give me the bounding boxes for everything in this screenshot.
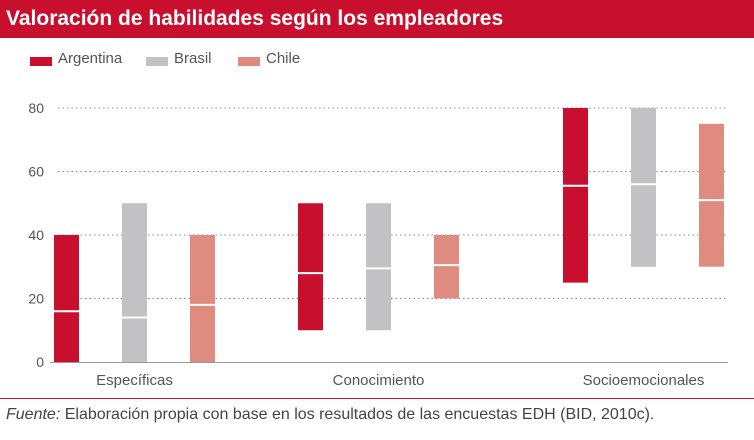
- legend-label-brasil: Brasil: [174, 50, 212, 67]
- bar-argentina-conocimiento: [298, 203, 323, 331]
- y-tick-label-60: 60: [28, 164, 44, 180]
- bar-chile-socioemocionales: [699, 123, 724, 267]
- bar-chile-especificas: [190, 235, 215, 362]
- source-text: Elaboración propia con base en los resul…: [60, 406, 655, 423]
- y-tick-label-80: 80: [28, 100, 44, 116]
- source-caption: Fuente: Elaboración propia con base en l…: [6, 406, 654, 424]
- title-bar: Valoración de habilidades según los empl…: [0, 0, 754, 38]
- bar-brasil-especificas: [122, 203, 147, 362]
- x-tick-label-socioemocionales: Socioemocionales: [583, 372, 705, 389]
- legend-swatch-brasil: [146, 57, 168, 66]
- source-label: Fuente:: [6, 406, 61, 423]
- bar-brasil-conocimiento: [366, 203, 391, 331]
- bar-brasil-socioemocionales: [631, 108, 656, 267]
- legend-swatch-argentina: [30, 57, 52, 66]
- legend-label-argentina: Argentina: [58, 50, 123, 67]
- bar-chile-conocimiento: [434, 235, 459, 299]
- chart-area: 0 20 40 60 80 Específicas Conocimiento Socioemo…: [28, 100, 728, 389]
- x-tick-label-especificas: Específicas: [96, 372, 173, 389]
- chart-title: Valoración de habilidades según los empl…: [6, 7, 504, 30]
- bar-argentina-socioemocionales: [563, 108, 588, 283]
- y-tick-label-20: 20: [28, 291, 44, 307]
- bar-argentina-especificas: [54, 235, 79, 362]
- legend-swatch-chile: [238, 57, 260, 66]
- y-tick-label-0: 0: [36, 354, 44, 370]
- divider: [0, 398, 754, 399]
- legend: Argentina Brasil Chile: [0, 46, 754, 74]
- y-tick-label-40: 40: [28, 227, 44, 243]
- x-tick-label-conocimiento: Conocimiento: [333, 372, 425, 389]
- legend-label-chile: Chile: [266, 50, 301, 67]
